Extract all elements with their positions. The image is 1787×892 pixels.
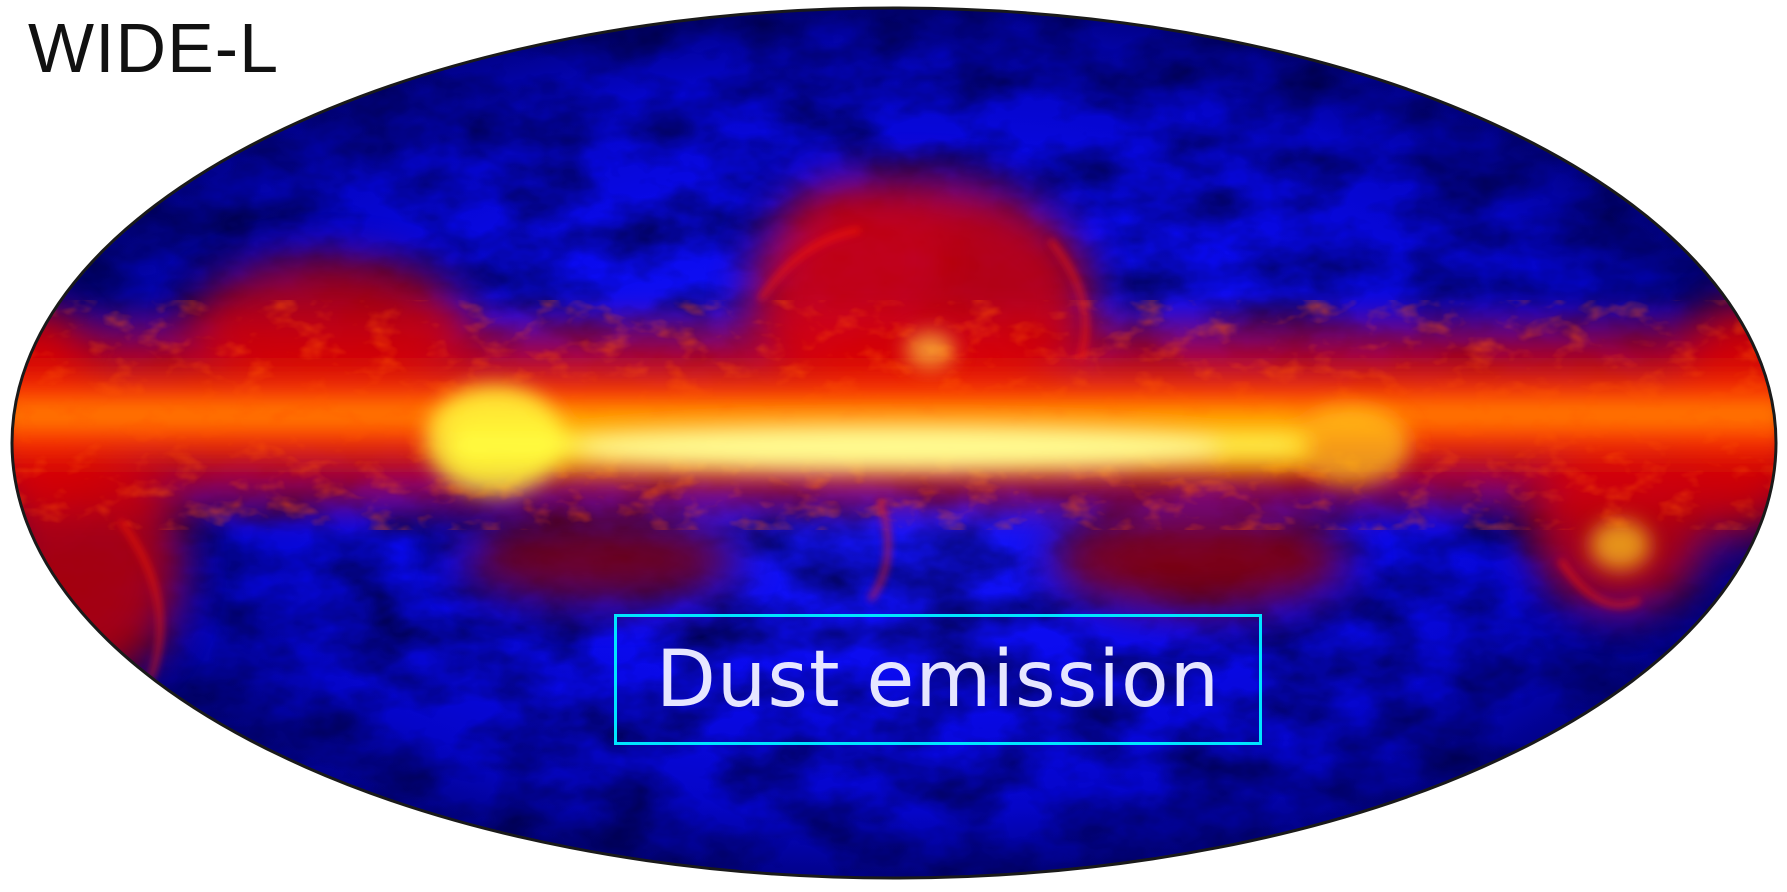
dust-emission-label: Dust emission [655,634,1221,725]
galactic-plane-band [12,300,1776,530]
galactic-core-bright [425,332,1650,570]
dust-emission-label-box: Dust emission [614,614,1262,745]
map-title: WIDE-L [28,9,279,87]
